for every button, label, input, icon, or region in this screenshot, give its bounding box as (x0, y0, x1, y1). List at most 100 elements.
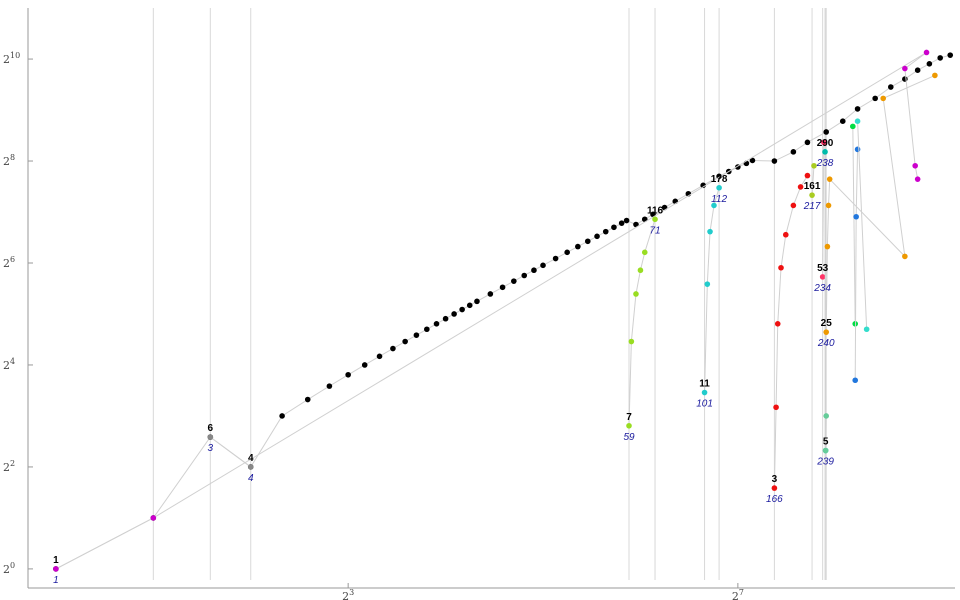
data-point (937, 55, 943, 61)
data-point (854, 146, 861, 153)
data-point (575, 243, 581, 250)
data-point (839, 118, 846, 124)
data-point (912, 162, 918, 169)
data-point (822, 149, 828, 155)
data-point (711, 202, 717, 209)
annotation-index-label: 71 (649, 225, 660, 236)
data-point (531, 267, 537, 274)
data-point (442, 315, 449, 322)
data-point (304, 396, 311, 403)
data-point (771, 158, 778, 164)
y-tick-base: 2 (3, 257, 10, 270)
data-point (552, 255, 559, 262)
data-point (459, 306, 465, 313)
y-tick-label: 24 (3, 357, 15, 372)
data-point (809, 192, 815, 198)
annotation-index-label: 4 (248, 473, 254, 484)
data-point (773, 404, 779, 411)
data-point (390, 345, 396, 352)
series-connector-line (857, 121, 868, 330)
data-point (701, 389, 708, 396)
point-annotations: 1163447591167111101178112316616121729023… (53, 138, 835, 586)
data-point (826, 176, 833, 182)
data-point (150, 515, 157, 521)
annotation-index-label: 217 (803, 201, 821, 212)
annotation-value-label: 116 (647, 205, 664, 216)
data-point (474, 298, 480, 305)
x-tick-label: 23 (342, 588, 354, 600)
data-point (947, 52, 954, 58)
y-tick-exponent: 8 (10, 153, 15, 162)
x-tick-base: 2 (342, 590, 349, 600)
x-tick-exponent: 3 (349, 588, 354, 597)
data-point (790, 149, 797, 155)
annotation-index-label: 239 (816, 457, 834, 468)
data-point (797, 184, 804, 190)
series-connector-line (210, 436, 252, 468)
data-point (923, 49, 930, 56)
series-connector-line (824, 151, 827, 451)
series-7 (819, 139, 827, 280)
x-tick-label: 27 (732, 588, 744, 600)
data-point (700, 182, 706, 189)
data-point (623, 217, 630, 224)
data-point (823, 129, 830, 135)
annotation-index-label: 166 (766, 494, 783, 505)
series-12 (852, 146, 861, 384)
x-tick-base: 2 (732, 590, 739, 600)
data-point (824, 243, 831, 250)
data-point (345, 371, 351, 378)
data-point (902, 65, 908, 72)
annotation-value-label: 161 (804, 181, 821, 192)
data-point (804, 139, 811, 146)
series-0 (53, 52, 954, 572)
data-point (413, 332, 420, 338)
data-point (487, 291, 494, 297)
data-point (626, 422, 632, 429)
data-point (804, 172, 811, 179)
series-5 (771, 172, 811, 491)
series-11 (850, 123, 859, 327)
annotation-value-label: 11 (699, 379, 710, 390)
y-tick-label: 26 (3, 255, 15, 270)
y-tick-exponent: 0 (10, 561, 15, 570)
data-point (540, 262, 546, 269)
data-point (914, 176, 921, 182)
data-point (704, 281, 711, 287)
annotation-value-label: 4 (248, 453, 254, 464)
series-4 (701, 184, 722, 396)
series-connector-line (852, 126, 856, 324)
data-point (774, 321, 781, 327)
data-point (854, 118, 861, 124)
data-point (902, 76, 908, 82)
series-10 (823, 72, 938, 335)
data-point (811, 162, 817, 169)
annotation-value-label: 53 (817, 263, 829, 274)
data-point (853, 213, 859, 220)
annotation-index-label: 240 (817, 338, 835, 349)
y-tick-label: 28 (3, 153, 15, 168)
data-point (819, 274, 826, 280)
y-tick-exponent: 10 (10, 51, 20, 60)
data-point (821, 139, 827, 146)
data-point (641, 249, 648, 256)
data-point (207, 434, 214, 440)
series-connector-line (854, 149, 859, 381)
vertical-guide-lines (152, 8, 827, 580)
annotation-index-label: 59 (623, 432, 635, 443)
annotation-index-label: 112 (711, 194, 727, 205)
data-point (778, 264, 784, 271)
x-tick-exponent: 7 (739, 588, 744, 597)
data-point (602, 228, 609, 235)
data-point (771, 485, 778, 491)
series-3 (626, 216, 658, 429)
y-tick-base: 2 (3, 461, 10, 474)
y-tick-label: 210 (3, 51, 20, 66)
y-tick-label: 22 (3, 459, 15, 474)
data-point (707, 228, 713, 235)
annotation-index-label: 101 (696, 399, 713, 410)
series-1 (53, 49, 930, 572)
annotation-value-label: 6 (208, 423, 214, 434)
data-point (749, 157, 756, 164)
